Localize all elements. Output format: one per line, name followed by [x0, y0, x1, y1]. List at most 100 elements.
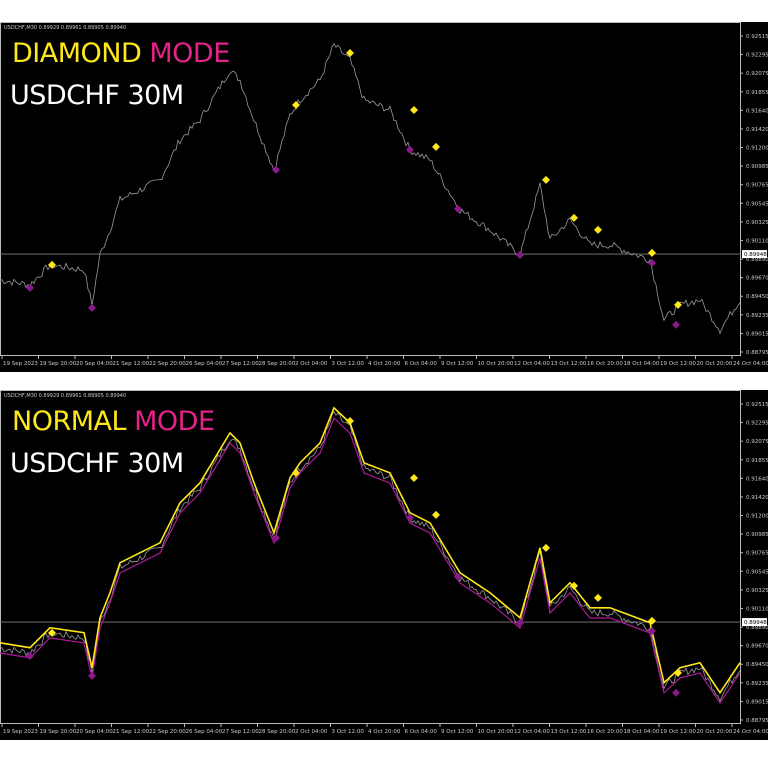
y-tick-label: 0.91640 [746, 476, 768, 482]
diamond-low-marker [26, 651, 34, 660]
x-tick-label: 21 Sep 12:00 [113, 729, 150, 735]
mode-suffix: MODE [134, 406, 215, 437]
y-tick-label: 0.89235 [746, 313, 768, 319]
y-tick-label: 0.89450 [746, 662, 768, 668]
diamond-low-marker [406, 513, 414, 522]
x-tick-label: 12 Oct 04:00 [514, 729, 550, 735]
diamond-high-marker [292, 468, 300, 477]
y-tick-label: 0.91855 [746, 90, 768, 96]
x-tick-label: 19 Sep 2023 [3, 729, 38, 735]
y-tick-label: 0.89890 [746, 257, 768, 263]
mode-suffix: MODE [149, 38, 230, 69]
diamond-low-marker [26, 283, 34, 292]
x-tick-label: 2 Oct 04:00 [295, 729, 328, 735]
x-tick-label: 13 Oct 12:00 [551, 361, 587, 367]
x-tick-label: 6 Oct 04:00 [405, 729, 438, 735]
diamond-high-marker [432, 142, 440, 151]
diamond-high-marker [648, 616, 656, 625]
diamond-low-marker [88, 671, 96, 680]
y-tick-label: 0.91640 [746, 108, 768, 114]
mode-word: NORMAL [12, 406, 127, 437]
x-tick-label: 19 Sep 20:00 [40, 729, 77, 735]
y-tick-label: 0.91200 [746, 514, 768, 520]
diamond-low-marker [272, 533, 280, 542]
y-tick-label: 0.90985 [746, 164, 768, 170]
current-price-box [742, 618, 767, 627]
current-price-box [742, 250, 767, 259]
symbol-title: USDCHF 30M [10, 80, 184, 111]
y-tick-label: 0.92075 [746, 439, 768, 445]
x-tick-label: 26 Sep 04:00 [186, 729, 223, 735]
diamond-high-marker [48, 628, 56, 637]
diamond-high-marker [432, 510, 440, 519]
x-tick-label: 4 Oct 20:00 [368, 729, 401, 735]
price-chart[interactable]: 0.92515 0.92295 0.92075 0.91855 0.91640 0.914… [0, 22, 768, 372]
x-tick-label: 26 Sep 04:00 [186, 361, 223, 367]
y-tick-label: 0.89450 [746, 294, 768, 300]
diamond-low-marker [672, 688, 680, 697]
mode-title: DIAMOND MODE [12, 38, 230, 69]
plot-frame [0, 22, 741, 356]
x-tick-label: 18 Oct 04:00 [624, 361, 660, 367]
y-tick-label: 0.91200 [746, 146, 768, 152]
x-tick-label: 13 Oct 12:00 [551, 729, 587, 735]
y-tick-label: 0.90325 [746, 588, 768, 594]
diamond-high-marker [594, 225, 602, 234]
y-tick-label: 0.90110 [746, 606, 768, 612]
x-tick-label: 3 Oct 12:00 [332, 361, 365, 367]
x-tick-label: 27 Sep 12:00 [222, 361, 259, 367]
x-tick-label: 16 Oct 20:00 [587, 729, 623, 735]
diamond-low-marker [454, 572, 462, 581]
plot-frame [0, 390, 741, 724]
diamond-high-marker [648, 248, 656, 257]
x-tick-label: 22 Sep 20:00 [149, 729, 186, 735]
x-tick-label: 10 Oct 20:00 [478, 729, 514, 735]
y-tick-label: 0.90110 [746, 238, 768, 244]
x-tick-label: 3 Oct 12:00 [332, 729, 365, 735]
x-tick-label: 19 Oct 12:00 [660, 729, 696, 735]
price-line [0, 410, 741, 703]
lower-band-line [0, 417, 741, 705]
x-tick-label: 19 Oct 12:00 [660, 361, 696, 367]
diamond-high-marker [48, 260, 56, 269]
diamond-high-marker [594, 593, 602, 602]
diamond-low-marker [648, 259, 656, 268]
price-chart[interactable]: 0.92515 0.92295 0.92075 0.91855 0.91640 0.914… [0, 390, 768, 740]
diamond-low-marker [272, 165, 280, 174]
x-tick-label: 18 Oct 04:00 [624, 729, 660, 735]
y-tick-label: 0.89015 [746, 331, 768, 337]
x-tick-label: 16 Oct 20:00 [587, 361, 623, 367]
diamond-high-marker [346, 48, 354, 57]
x-tick-label: 28 Sep 20:00 [259, 361, 296, 367]
x-tick-label: 27 Sep 12:00 [222, 729, 259, 735]
y-tick-label: 0.91855 [746, 458, 768, 464]
chart-panel-diamond: 0.92515 0.92295 0.92075 0.91855 0.91640 0.914… [0, 22, 768, 372]
diamond-high-marker [410, 473, 418, 482]
diamond-low-marker [516, 618, 524, 627]
x-tick-label: 28 Sep 20:00 [259, 729, 296, 735]
x-tick-label: 6 Oct 04:00 [405, 361, 438, 367]
diamond-high-marker [292, 100, 300, 109]
current-price-label: 0.89948 [744, 252, 767, 258]
price-line [0, 42, 741, 335]
y-tick-label: 0.90985 [746, 532, 768, 538]
x-tick-label: 20 Oct 20:00 [697, 361, 733, 367]
diamond-low-marker [516, 250, 524, 259]
y-tick-label: 0.89890 [746, 625, 768, 631]
y-tick-label: 0.89670 [746, 276, 768, 282]
diamond-low-marker [672, 320, 680, 329]
symbol-title: USDCHF 30M [10, 448, 184, 479]
x-tick-label: 9 Oct 12:00 [441, 729, 474, 735]
y-tick-label: 0.89235 [746, 681, 768, 687]
diamond-high-marker [410, 105, 418, 114]
diamond-low-marker [648, 627, 656, 636]
chart-header: USDCHF,M30 0.89929 0.89961 0.89905 0.899… [4, 393, 127, 399]
x-tick-label: 24 Oct 04:00 [733, 361, 768, 367]
upper-band-line [0, 406, 741, 695]
x-tick-label: 20 Sep 04:00 [76, 729, 113, 735]
y-tick-label: 0.90325 [746, 220, 768, 226]
mode-word: DIAMOND [12, 38, 142, 69]
diamond-high-marker [570, 581, 578, 590]
x-tick-label: 22 Sep 20:00 [149, 361, 186, 367]
x-tick-label: 19 Sep 20:00 [40, 361, 77, 367]
